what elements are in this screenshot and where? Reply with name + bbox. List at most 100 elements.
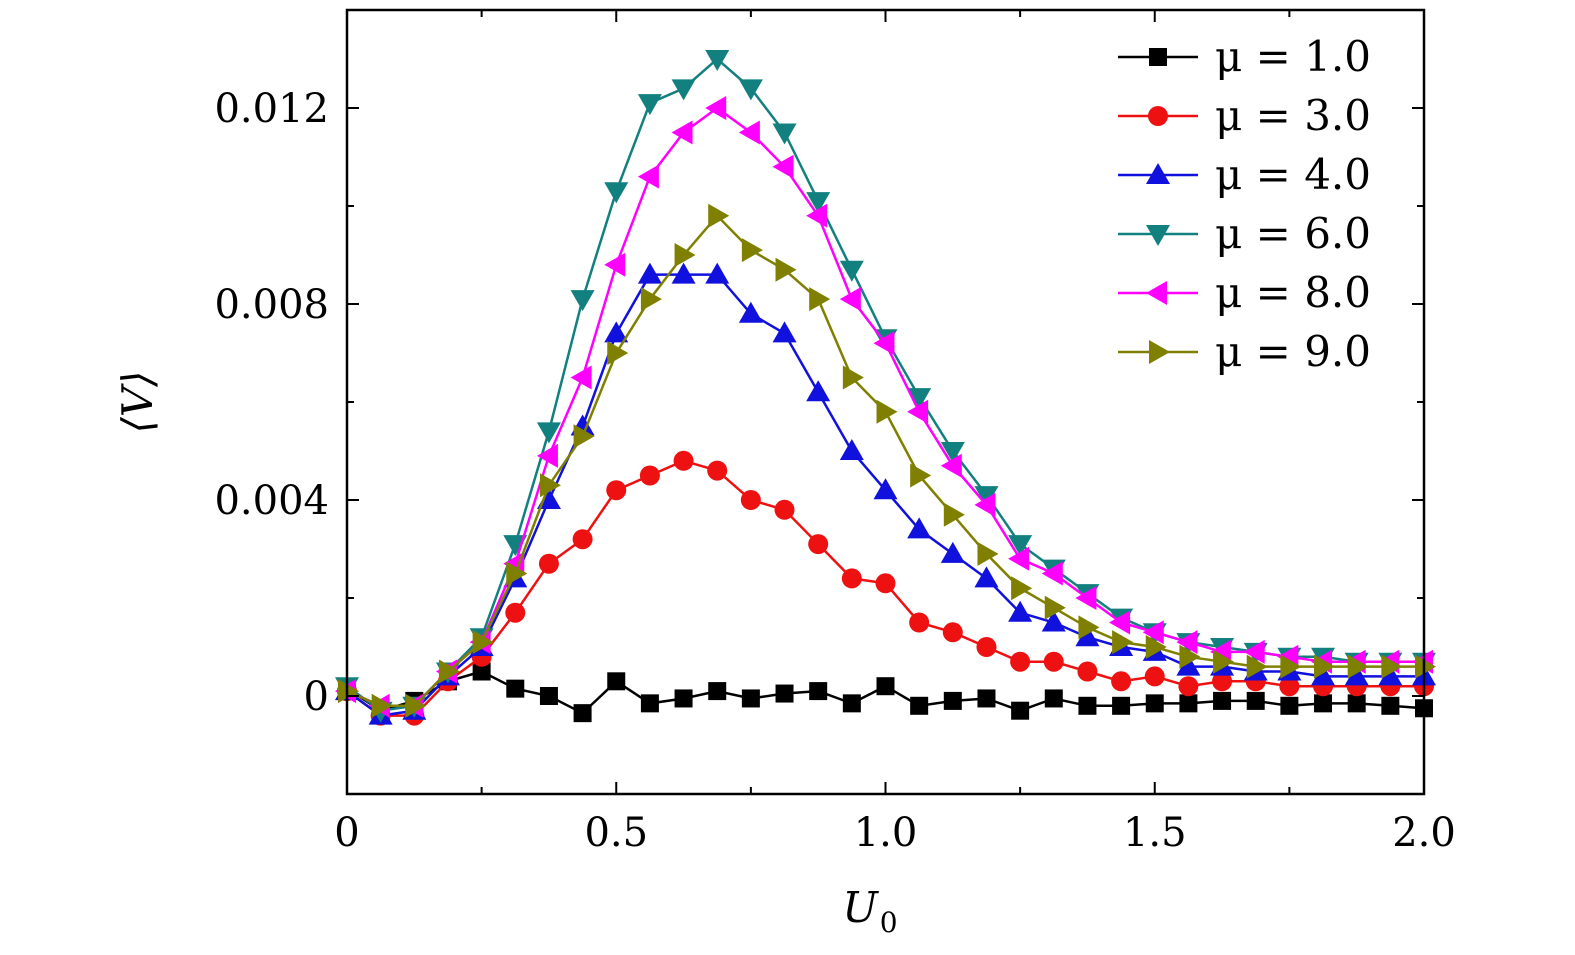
data-point <box>842 365 864 390</box>
data-point <box>606 480 627 501</box>
data-point <box>1279 676 1300 697</box>
data-point <box>1043 651 1064 672</box>
data-point <box>472 662 491 681</box>
data-point <box>707 460 728 481</box>
data-point <box>842 694 861 713</box>
data-point <box>536 443 558 468</box>
data-point <box>1145 635 1167 659</box>
data-point <box>772 154 794 179</box>
data-point <box>1243 639 1265 664</box>
data-point <box>876 399 898 424</box>
data-point <box>1109 610 1131 635</box>
data-point <box>674 243 696 267</box>
data-point <box>839 287 861 312</box>
data-point <box>977 689 996 708</box>
data-point <box>1144 666 1165 687</box>
data-point <box>943 691 962 710</box>
data-point <box>405 693 427 718</box>
data-point <box>839 260 864 282</box>
legend-item: μ = 4.0 <box>1118 150 1371 199</box>
data-point <box>875 573 896 594</box>
legend-label: μ = 9.0 <box>1215 327 1371 376</box>
data-point <box>1008 546 1030 571</box>
x-tick-label: 0.5 <box>584 810 648 856</box>
data-point <box>808 534 829 555</box>
legend-item: μ = 8.0 <box>1118 268 1371 317</box>
data-point <box>1075 625 1100 647</box>
legend-label: μ = 6.0 <box>1215 209 1371 258</box>
legend-item: μ = 3.0 <box>1118 91 1371 140</box>
data-point <box>1344 664 1369 686</box>
data-point <box>1415 654 1436 679</box>
data-point <box>772 321 797 343</box>
data-point <box>538 553 559 574</box>
data-point <box>942 622 963 643</box>
data-point <box>536 422 561 444</box>
data-point <box>977 541 999 566</box>
data-point <box>671 262 696 284</box>
y-tick-label: 0.008 <box>214 282 329 328</box>
data-point <box>1178 676 1199 697</box>
series-layer <box>335 50 1436 726</box>
data-point <box>539 687 558 705</box>
legend: μ = 1.0 μ = 3.0 μ = 4.0 μ = 6.0 μ = 8.0 μ = 9… <box>1118 32 1371 376</box>
data-point <box>705 50 730 71</box>
data-point <box>338 679 359 704</box>
data-point <box>1041 561 1063 586</box>
data-point <box>1077 661 1098 682</box>
legend-marker <box>1146 281 1167 305</box>
data-point <box>1008 535 1033 557</box>
data-point <box>1246 654 1268 679</box>
data-point <box>907 388 932 410</box>
data-point <box>806 203 828 228</box>
data-point <box>505 602 526 623</box>
data-point <box>738 301 763 323</box>
data-point <box>1041 610 1066 632</box>
x-tick-label: 2.0 <box>1392 810 1456 856</box>
data-point <box>1280 696 1299 715</box>
data-point <box>506 561 528 586</box>
legend-marker <box>1148 106 1168 126</box>
data-point <box>873 331 895 356</box>
legend-marker <box>1149 340 1170 364</box>
data-point <box>910 696 929 715</box>
data-point <box>839 439 864 460</box>
legend-label: μ = 3.0 <box>1215 91 1371 140</box>
data-point <box>907 399 929 424</box>
data-point <box>1212 671 1233 692</box>
data-point <box>738 79 763 101</box>
data-point <box>637 94 662 116</box>
data-point <box>1176 654 1201 676</box>
data-point <box>873 478 898 500</box>
data-point <box>573 424 595 449</box>
data-point <box>1011 701 1030 720</box>
data-point <box>1347 694 1366 713</box>
data-point <box>1280 654 1302 679</box>
data-point <box>1381 654 1403 679</box>
data-point <box>1111 671 1132 692</box>
legend-marker <box>1146 163 1170 184</box>
data-point <box>640 287 662 312</box>
data-point <box>1112 696 1131 715</box>
data-point <box>1078 615 1100 640</box>
data-point <box>974 486 999 508</box>
data-point <box>1011 576 1033 601</box>
data-point <box>506 679 525 698</box>
x-tick-label: 0 <box>334 810 359 856</box>
legend-item: μ = 1.0 <box>1118 32 1371 81</box>
data-point <box>806 380 831 402</box>
data-point <box>976 637 997 657</box>
data-point <box>637 262 662 284</box>
x-tick-label: 1.0 <box>854 810 918 856</box>
legend-label: μ = 1.0 <box>1215 32 1371 81</box>
data-point <box>775 684 794 703</box>
data-point <box>640 694 659 713</box>
data-point <box>705 262 730 284</box>
legend-item: μ = 9.0 <box>1118 327 1371 376</box>
data-point <box>705 96 727 120</box>
y-tick-label: 0.004 <box>214 478 329 524</box>
data-point <box>1213 649 1235 674</box>
data-point <box>572 529 593 550</box>
data-point <box>1176 630 1198 655</box>
